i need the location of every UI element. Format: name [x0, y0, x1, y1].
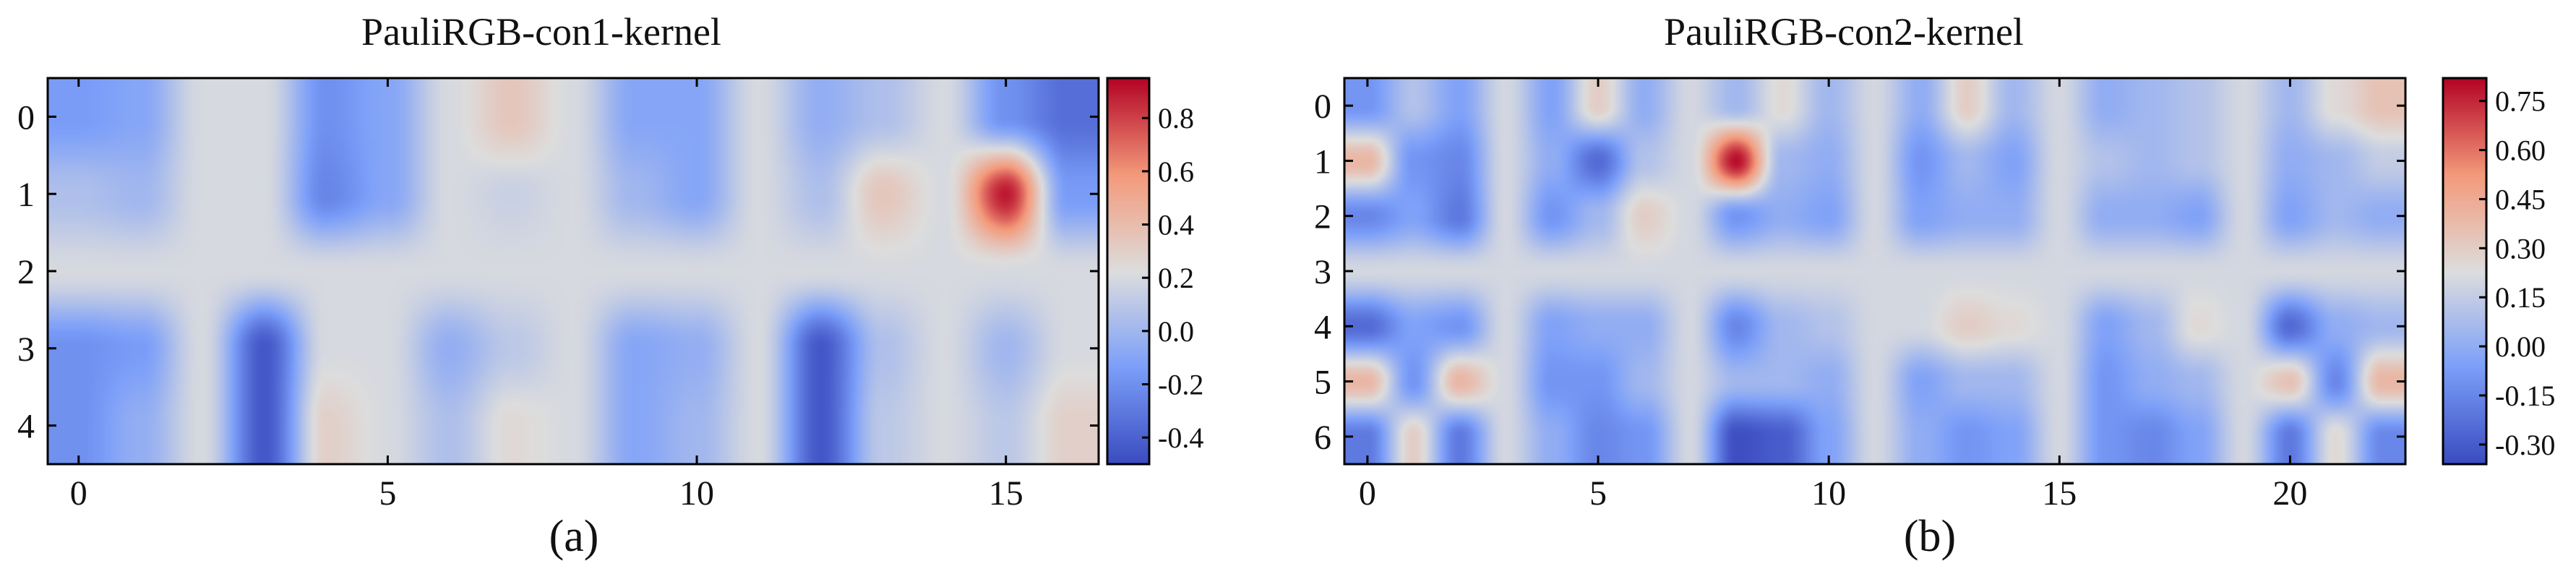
panel-b-y-tick-label: 2 [1314, 198, 1331, 236]
panel-a-colorbar-tick-label: 0.4 [1158, 209, 1194, 241]
panel-a-y-tick-label: 3 [17, 330, 35, 369]
panel-b-x-tick-label: 20 [2272, 474, 2307, 513]
panel-b-title: PauliRGB-con2-kernel [1664, 10, 2024, 54]
panel-b-y-tick-label: 0 [1314, 87, 1331, 126]
panel-b-y-tick-label: 3 [1314, 253, 1331, 291]
panel-b-colorbar-tick-label: -0.30 [2495, 429, 2555, 461]
panel-a-colorbar-tick-label: -0.4 [1158, 421, 1203, 454]
panel-a-colorbar: 0.8 0.6 0.4 0.2 0.0 -0.2 -0.4 [1106, 77, 1203, 466]
panel-a-x-tick-label: 10 [679, 474, 714, 513]
panel-b-colorbar-tick-label: 0.60 [2495, 134, 2546, 167]
panel-b-y-tick-label: 4 [1314, 308, 1331, 346]
panel-a-colorbar-tick-label: 0.8 [1158, 102, 1194, 134]
panel-a-colorbar-tick-label: 0.2 [1158, 262, 1194, 294]
panel-b-colorbar-image [2443, 78, 2486, 464]
panel-b-colorbar: 0.75 0.60 0.45 0.30 0.15 0.00 -0.15 -0.30 [2442, 77, 2555, 466]
panel-b-colorbar-tick-label: 0.45 [2495, 183, 2546, 215]
panel-b-x-tick-label: 0 [1359, 474, 1376, 513]
panel-a-x-tick-label: 15 [989, 474, 1023, 513]
panel-b-y-tick-label: 6 [1314, 419, 1331, 457]
panel-a-y-tick-label: 0 [17, 98, 35, 137]
panel-b-x-tick-label: 10 [1811, 474, 1846, 513]
panel-a-caption: (a) [549, 512, 599, 561]
panel-a-colorbar-image [1107, 78, 1149, 464]
panel-b-x-tick-label: 15 [2042, 474, 2077, 513]
panel-a-colorbar-tick-label: 0.6 [1158, 155, 1194, 188]
panel-b-colorbar-frame [2442, 77, 2488, 466]
panel-b-ticks: 0 5 10 15 20 0 1 2 3 4 5 6 [1314, 78, 2405, 513]
panel-b-heatmap-image [1344, 78, 2405, 464]
panel-b-y-tick-label: 1 [1314, 142, 1331, 181]
panel-a-y-tick-label: 2 [17, 253, 35, 291]
panel-a-ticks: 0 5 10 15 0 1 2 3 4 [17, 78, 1099, 513]
panel-a-y-tick-label: 1 [17, 176, 35, 214]
panel-a-colorbar-ticks: 0.8 0.6 0.4 0.2 0.0 -0.2 -0.4 [1142, 102, 1203, 454]
panel-a-x-tick-label: 0 [70, 474, 87, 513]
panel-b-caption: (b) [1904, 512, 1956, 561]
panel-a-heatmap-image [48, 78, 1099, 464]
panel-b-y-tick-label: 5 [1314, 364, 1331, 402]
panel-a-heatmap [48, 78, 1099, 464]
panel-a-title: PauliRGB-con1-kernel [361, 10, 721, 54]
panel-b-colorbar-tick-label: 0.75 [2495, 85, 2546, 118]
panel-b-colorbar-tick-label: -0.15 [2495, 380, 2555, 412]
panel-b-colorbar-ticks: 0.75 0.60 0.45 0.30 0.15 0.00 -0.15 -0.30 [2479, 85, 2555, 461]
panel-b-colorbar-tick-label: 0.15 [2495, 281, 2546, 314]
panel-b-heatmap [1344, 78, 2405, 464]
panel-a-colorbar-tick-label: 0.0 [1158, 315, 1194, 348]
panel-b-colorbar-tick-label: 0.30 [2495, 232, 2546, 265]
panel-a-y-tick-label: 4 [17, 408, 35, 446]
panel-b: PauliRGB-con2-kernel 0 5 10 15 20 0 1 2 3 4 5 6 0.7… [1314, 10, 2555, 561]
panel-a-colorbar-frame [1106, 77, 1151, 466]
panel-b-x-tick-label: 5 [1589, 474, 1607, 513]
panel-a-colorbar-tick-label: -0.2 [1158, 369, 1203, 401]
panel-b-colorbar-tick-label: 0.00 [2495, 330, 2546, 363]
panel-a-x-tick-label: 5 [379, 474, 396, 513]
